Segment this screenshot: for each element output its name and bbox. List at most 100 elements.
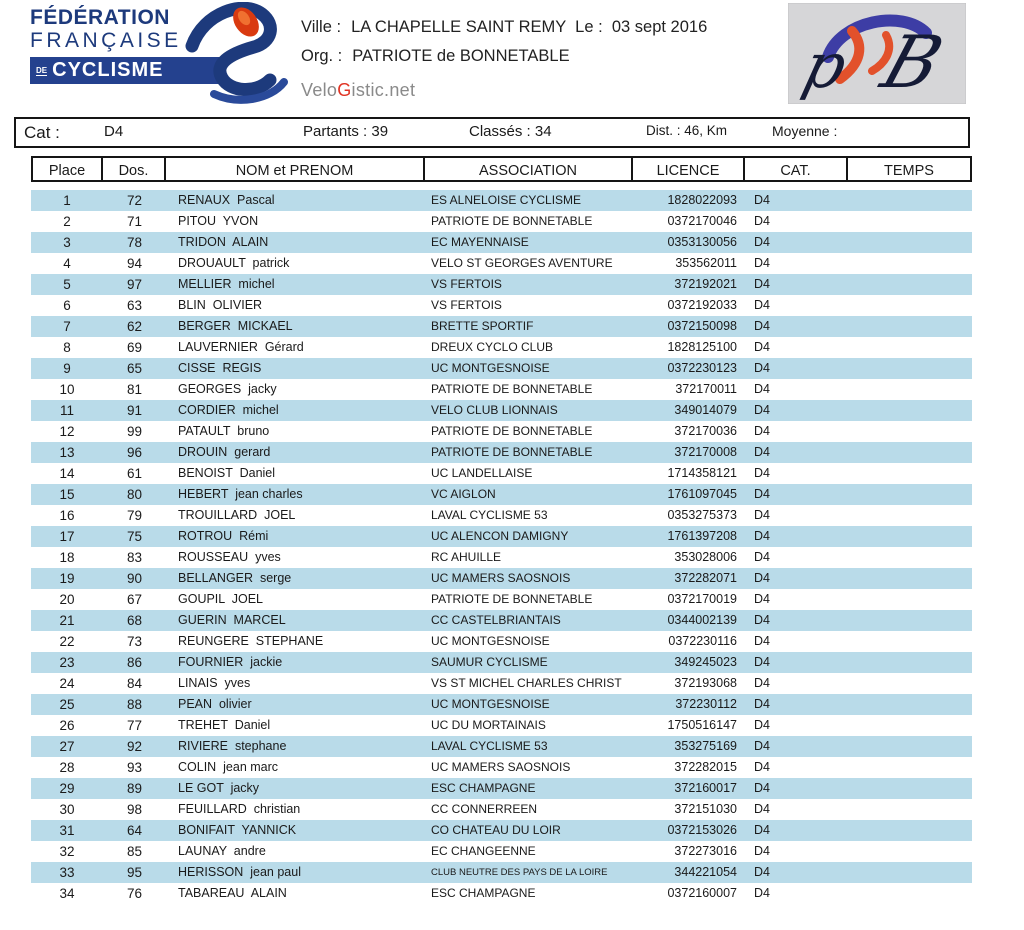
category-bar: Cat : D4 Partants : 39 Classés : 34 Dist… (14, 117, 970, 148)
cell-licence: 372170036 (674, 424, 737, 438)
cell-licence: 0353275373 (667, 508, 737, 522)
cell-category: D4 (754, 298, 770, 312)
cell-association: CC CASTELBRIANTAIS (431, 613, 561, 627)
cell-licence: 0372160007 (667, 886, 737, 900)
cell-temps (848, 799, 972, 820)
table-row: 11 91 CORDIER michel VELO CLUB LIONNAIS … (31, 400, 972, 421)
table-row: 22 73 REUNGERE STEPHANE UC MONTGESNOISE … (31, 631, 972, 652)
cell-temps (848, 715, 972, 736)
cell-place: 6 (63, 298, 71, 313)
cell-association: EC CHANGEENNE (431, 844, 536, 858)
table-row: 17 75 ROTROU Rémi UC ALENCON DAMIGNY 176… (31, 526, 972, 547)
cell-category: D4 (754, 550, 770, 564)
velogistic-wordmark: VeloGistic.net (301, 80, 771, 101)
cell-licence: 0372192033 (667, 298, 737, 312)
cell-category: D4 (754, 739, 770, 753)
cell-name: HEBERT jean charles (178, 487, 303, 501)
cell-name: BONIFAIT YANNICK (178, 823, 297, 837)
cell-place: 10 (59, 382, 75, 397)
cell-name: TROUILLARD JOEL (178, 508, 296, 522)
cell-place: 21 (59, 613, 75, 628)
cell-association: LAVAL CYCLISME 53 (431, 508, 548, 522)
cell-name: LE GOT jacky (178, 781, 260, 795)
cell-dossard: 94 (126, 256, 143, 271)
cell-temps (848, 862, 972, 883)
cell-place: 28 (59, 760, 75, 775)
cell-category: D4 (754, 571, 770, 585)
cell-place: 18 (59, 550, 75, 565)
cell-temps (848, 232, 972, 253)
cell-place: 16 (59, 508, 75, 523)
cell-place: 5 (63, 277, 71, 292)
cell-place: 15 (59, 487, 75, 502)
cell-name: TREHET Daniel (178, 718, 271, 732)
cell-association: DREUX CYCLO CLUB (431, 340, 554, 354)
table-row: 31 64 BONIFAIT YANNICK CO CHATEAU DU LOI… (31, 820, 972, 841)
cell-place: 8 (63, 340, 71, 355)
cell-category: D4 (754, 592, 770, 606)
cell-dossard: 98 (126, 802, 143, 817)
table-row: 13 96 DROUIN gerard PATRIOTE DE BONNETAB… (31, 442, 972, 463)
cell-name: FEUILLARD christian (178, 802, 301, 816)
cell-licence: 372282071 (674, 571, 737, 585)
cell-place: 29 (59, 781, 75, 796)
cell-dossard: 91 (126, 403, 143, 418)
classes-count: Classés : 34 (469, 123, 552, 140)
cell-licence: 372193068 (674, 676, 737, 690)
cell-place: 25 (59, 697, 75, 712)
cell-dossard: 61 (126, 466, 143, 481)
cell-association: EC MAYENNAISE (431, 235, 529, 249)
ffc-logo-de: DE (36, 65, 48, 76)
col-header-association: ASSOCIATION (423, 156, 633, 182)
cell-association: UC MAMERS SAOSNOIS (431, 571, 571, 585)
col-header-place: Place (31, 156, 103, 182)
table-row: 1 72 RENAUX Pascal ES ALNELOISE CYCLISME… (31, 190, 972, 211)
cell-place: 4 (63, 256, 71, 271)
org-value: PATRIOTE de BONNETABLE (352, 47, 570, 65)
cell-category: D4 (754, 193, 770, 207)
cell-category: D4 (754, 634, 770, 648)
cell-name: BELLANGER serge (178, 571, 292, 585)
cell-category: D4 (754, 823, 770, 837)
cell-place: 11 (59, 403, 74, 418)
cell-place: 31 (59, 823, 75, 838)
cell-name: ROTROU Rémi (178, 529, 269, 543)
cell-association: BRETTE SPORTIF (431, 319, 534, 333)
table-header: Place Dos. NOM et PRENOM ASSOCIATION LIC… (31, 156, 972, 182)
cell-name: LAUNAY andre (178, 844, 266, 858)
table-row: 10 81 GEORGES jacky PATRIOTE DE BONNETAB… (31, 379, 972, 400)
table-row: 28 93 COLIN jean marc UC MAMERS SAOSNOIS… (31, 757, 972, 778)
cell-place: 33 (59, 865, 75, 880)
cell-dossard: 69 (126, 340, 143, 355)
ffc-logo-line2: FRANÇAISE (30, 29, 182, 52)
table-row: 14 61 BENOIST Daniel UC LANDELLAISE 1714… (31, 463, 972, 484)
cell-name: TRIDON ALAIN (178, 235, 269, 249)
cell-licence: 349245023 (674, 655, 737, 669)
cell-association: PATRIOTE DE BONNETABLE (431, 214, 593, 228)
cell-category: D4 (754, 487, 770, 501)
cell-category: D4 (754, 760, 770, 774)
cell-place: 2 (63, 214, 71, 229)
table-row: 2 71 PITOU YVON PATRIOTE DE BONNETABLE 0… (31, 211, 972, 232)
cell-dossard: 68 (126, 613, 143, 628)
cell-place: 9 (63, 361, 71, 376)
cell-association: UC MONTGESNOISE (431, 361, 550, 375)
cell-temps (848, 841, 972, 862)
cell-licence: 353275169 (674, 739, 737, 753)
cell-temps (848, 190, 972, 211)
cell-dossard: 83 (126, 550, 143, 565)
cell-association: VS ST MICHEL CHARLES CHRIST (431, 676, 622, 690)
cell-temps (848, 673, 972, 694)
cell-dossard: 64 (126, 823, 143, 838)
patriote-bonnetable-logo: p B (788, 3, 966, 104)
cell-place: 34 (59, 886, 75, 901)
cell-association: CO CHATEAU DU LOIR (431, 823, 561, 837)
ffc-logo-line3: CYCLISME (52, 59, 164, 81)
cell-licence: 1750516147 (667, 718, 737, 732)
cell-category: D4 (754, 424, 770, 438)
cell-name: DROUIN gerard (178, 445, 271, 459)
col-header-category: CAT. (743, 156, 848, 182)
cell-name: GOUPIL JOEL (178, 592, 263, 606)
cell-association: ESC CHAMPAGNE (431, 886, 536, 900)
cell-licence: 372230112 (675, 697, 737, 711)
